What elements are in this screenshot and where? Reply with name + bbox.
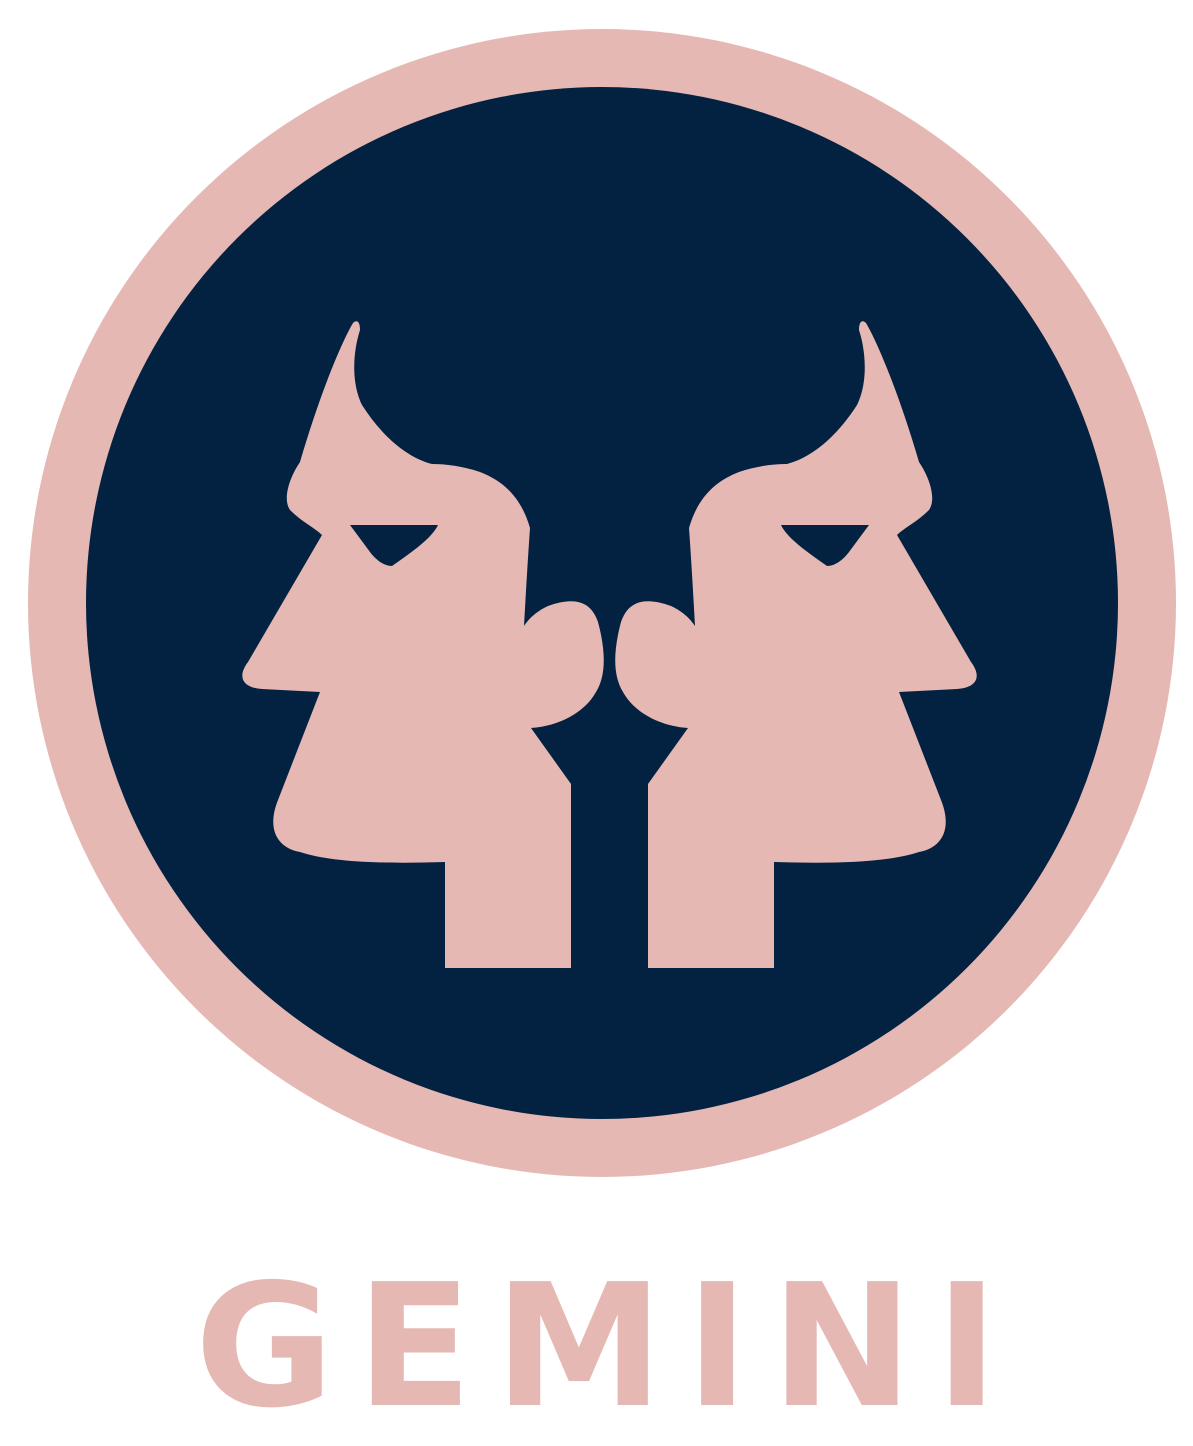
emblem-disc xyxy=(86,87,1118,1119)
left-face-icon xyxy=(242,321,604,968)
right-face-icon xyxy=(615,321,977,968)
sign-title: GEMINI xyxy=(194,1248,1021,1446)
gemini-emblem-icon xyxy=(28,29,1176,1177)
